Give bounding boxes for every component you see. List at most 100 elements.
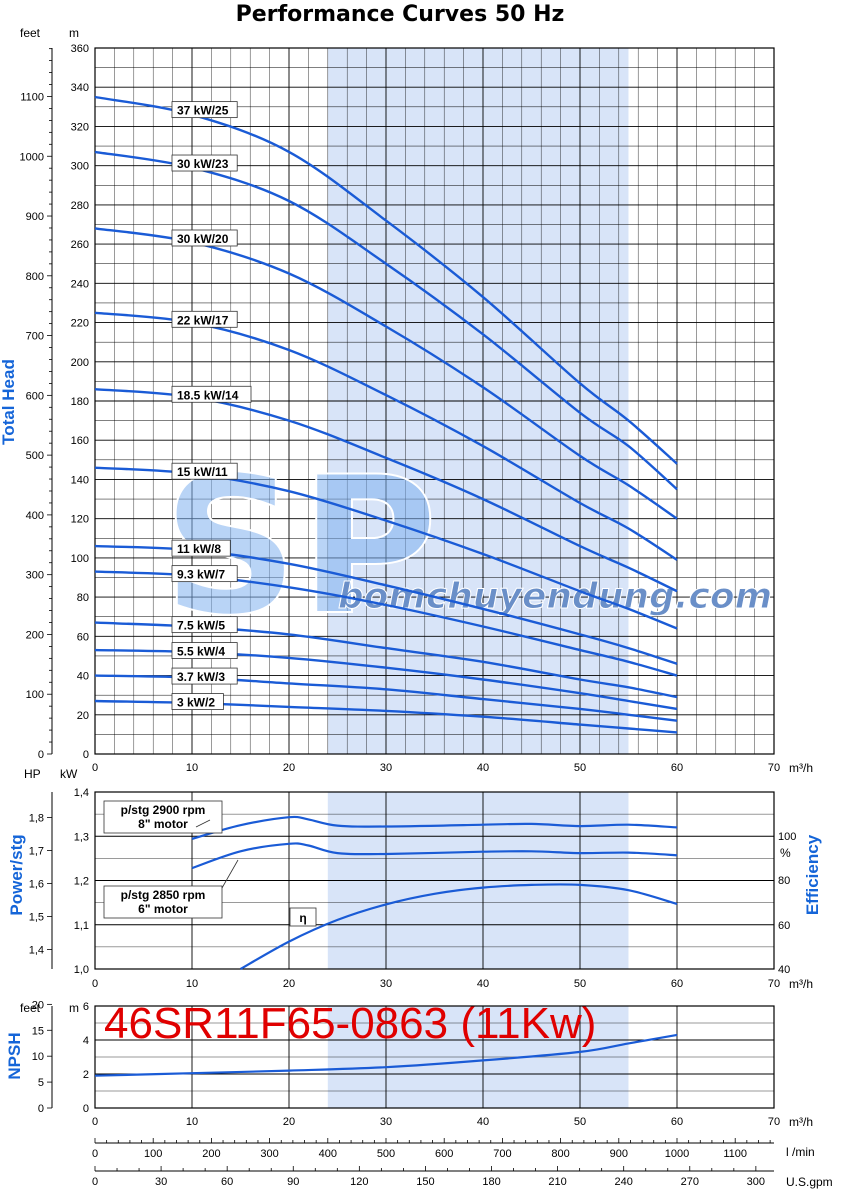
power-label-line: 6" motor (138, 902, 188, 916)
hp-tick-label: 1,6 (29, 879, 44, 891)
head-x-tick-label: 40 (477, 762, 489, 774)
npsh-m-unit: m (69, 1001, 79, 1015)
npsh-y-tick-label: 4 (83, 1035, 89, 1047)
head-curve-label: 30 kW/23 (177, 157, 229, 171)
head-y-tick-label: 60 (77, 631, 89, 643)
head-y-tick-label: 280 (71, 200, 89, 212)
head-curve-label: 3.7 kW/3 (177, 670, 225, 684)
gpm-tick-label: 150 (416, 1176, 434, 1188)
lmin-tick-label: 200 (202, 1148, 220, 1160)
power-x-unit: m³/h (789, 977, 813, 991)
npsh-x-tick-label: 20 (283, 1116, 295, 1128)
head-curve-label-box (171, 229, 238, 247)
npsh-x-tick-label: 0 (92, 1116, 98, 1128)
gpm-tick-label: 180 (482, 1176, 500, 1188)
power-curve-1 (191, 815, 678, 840)
feet-tick-label: 1000 (20, 151, 44, 163)
head-y-tick-label: 320 (71, 121, 89, 133)
hp-tick-label: 1,7 (29, 846, 44, 858)
efficiency-tick-label: 40 (778, 964, 790, 976)
power-kw-tick-label: 1,4 (74, 787, 89, 799)
power-x-tick-label: 50 (574, 978, 586, 990)
lmin-tick-label: 900 (610, 1148, 628, 1160)
lmin-tick-label: 1100 (723, 1148, 747, 1160)
power-label-line: 8" motor (138, 817, 188, 831)
gpm-tick-label: 240 (615, 1176, 633, 1188)
lmin-tick-label: 500 (377, 1148, 395, 1160)
efficiency-axis-title: Efficiency (803, 834, 822, 915)
head-curve-label-box (171, 154, 238, 172)
head-x-tick-label: 30 (380, 762, 392, 774)
head-curve-label-box (171, 642, 238, 659)
npsh-y-tick-label: 6 (83, 1001, 89, 1013)
power-label-leader (195, 819, 211, 828)
head-x-tick-label: 10 (186, 762, 198, 774)
head-curve-label: 11 kW/8 (177, 542, 221, 556)
head-curve-label: 5.5 kW/4 (177, 645, 225, 659)
hp-tick-label: 1,8 (29, 813, 44, 825)
power-x-tick-label: 10 (186, 978, 198, 990)
npsh-x-tick-label: 60 (671, 1116, 683, 1128)
power-x-tick-label: 40 (477, 978, 489, 990)
power-x-tick-label: 30 (380, 978, 392, 990)
head-curve-label-box (171, 385, 252, 403)
head-y-tick-label: 40 (77, 671, 89, 683)
npsh-x-tick-label: 10 (186, 1116, 198, 1128)
npsh-feet-tick-label: 5 (38, 1077, 44, 1089)
power-kw-tick-label: 1,3 (74, 831, 89, 843)
npsh-feet-tick-label: 20 (32, 999, 44, 1011)
feet-tick-label: 900 (26, 211, 44, 223)
power-x-tick-label: 70 (768, 978, 780, 990)
head-curve-label-box (171, 462, 238, 480)
head-y-tick-label: 300 (71, 161, 89, 173)
power-hp-unit: HP (24, 767, 41, 781)
head-x-tick-label: 20 (283, 762, 295, 774)
feet-tick-label: 500 (26, 450, 44, 462)
head-curve-label: 3 kW/2 (177, 696, 215, 710)
head-x-unit: m³/h (789, 761, 813, 775)
feet-tick-label: 800 (26, 271, 44, 283)
head-y-tick-label: 260 (71, 239, 89, 251)
npsh-x-tick-label: 40 (477, 1116, 489, 1128)
gpm-unit: U.S.gpm (786, 1175, 833, 1189)
efficiency-tick-label: 100 (778, 831, 796, 843)
feet-tick-label: 0 (38, 749, 44, 761)
npsh-feet-unit: feet (20, 1001, 41, 1015)
head-y-tick-label: 80 (77, 592, 89, 604)
power-frame (94, 791, 775, 970)
head-curve-label-box (171, 693, 224, 710)
npsh-x-unit: m³/h (789, 1115, 813, 1129)
feet-tick-label: 100 (26, 689, 44, 701)
head-x-tick-label: 70 (768, 762, 780, 774)
head-y-tick-label: 220 (71, 318, 89, 330)
power-curve-3 (239, 883, 678, 970)
power-label-box (103, 800, 223, 834)
power-label-box (103, 885, 223, 919)
power-axis-title: Power/stg (7, 834, 26, 915)
lmin-tick-label: 600 (435, 1148, 453, 1160)
head-curve-label-box (171, 616, 238, 634)
head-curve-label-box (171, 101, 238, 119)
npsh-frame (94, 1005, 775, 1109)
eta-label-box (289, 907, 317, 927)
model-label: 46SR11F65-0863 (11Kw) (104, 999, 596, 1048)
head-curve-label: 22 kW/17 (177, 313, 229, 327)
npsh-y-tick-label: 0 (83, 1103, 89, 1115)
power-curve-2 (191, 842, 678, 870)
head-y-tick-label: 120 (71, 514, 89, 526)
feet-tick-label: 300 (26, 570, 44, 582)
gpm-tick-label: 90 (287, 1176, 299, 1188)
eta-label: η (299, 911, 306, 925)
npsh-feet-tick-label: 10 (32, 1051, 44, 1063)
efficiency-tick-label: 60 (778, 920, 790, 932)
head-x-tick-label: 60 (671, 762, 683, 774)
lmin-tick-label: 0 (92, 1148, 98, 1160)
lmin-tick-label: 400 (319, 1148, 337, 1160)
head-y-tick-label: 180 (71, 396, 89, 408)
power-x-tick-label: 0 (92, 978, 98, 990)
head-y-tick-label: 200 (71, 357, 89, 369)
lmin-tick-label: 800 (551, 1148, 569, 1160)
head-y-tick-label: 0 (83, 749, 89, 761)
feet-tick-label: 700 (26, 331, 44, 343)
